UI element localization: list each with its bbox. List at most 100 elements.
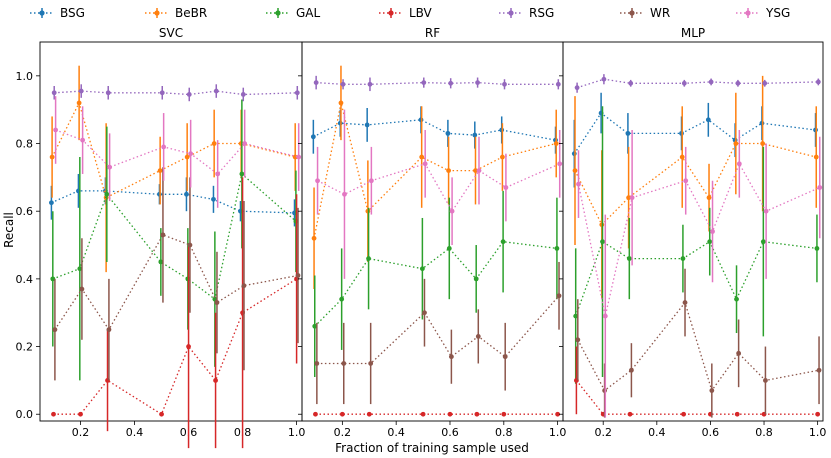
- data-point: [422, 161, 428, 167]
- data-point: [105, 90, 111, 96]
- data-point: [574, 85, 580, 91]
- series-bsg: [49, 173, 297, 227]
- panel-title: SVC: [159, 26, 183, 40]
- data-point: [573, 313, 579, 319]
- data-point: [446, 168, 451, 173]
- legend-marker-ysg: [745, 10, 751, 16]
- data-point: [161, 144, 167, 150]
- data-point: [629, 195, 635, 201]
- data-point: [475, 334, 481, 339]
- data-point: [342, 191, 347, 197]
- data-point: [339, 411, 345, 417]
- data-point: [340, 81, 346, 87]
- data-point: [213, 88, 219, 94]
- x-tick-label: 0.2: [594, 426, 612, 439]
- data-point: [78, 411, 83, 417]
- data-point: [814, 246, 820, 251]
- y-tick-label: 0.8: [16, 138, 34, 151]
- data-point: [422, 310, 427, 316]
- data-point: [186, 344, 191, 349]
- series-line: [52, 172, 297, 301]
- series-lbv: [313, 411, 561, 417]
- data-point: [817, 185, 823, 190]
- series-gal: [50, 99, 299, 381]
- x-tick-label: 0.8: [755, 426, 773, 439]
- data-point: [313, 80, 319, 86]
- data-point: [341, 361, 347, 366]
- data-point: [367, 81, 373, 87]
- data-point: [681, 80, 687, 86]
- data-point: [709, 388, 715, 393]
- data-point: [364, 122, 370, 128]
- data-point: [52, 327, 58, 333]
- series-bebr: [49, 65, 298, 273]
- data-point: [473, 276, 479, 282]
- data-point: [475, 80, 480, 86]
- data-point: [188, 151, 194, 157]
- data-point: [736, 350, 742, 356]
- legend-marker-lbv: [388, 10, 394, 16]
- series-gal: [573, 106, 820, 384]
- x-tick-label: 0.4: [648, 426, 666, 439]
- series-line: [53, 278, 297, 416]
- legend-marker-gal: [275, 10, 281, 16]
- data-point: [296, 154, 302, 160]
- data-point: [419, 266, 425, 272]
- data-point: [53, 127, 59, 133]
- data-point: [421, 80, 427, 86]
- data-point: [557, 161, 563, 167]
- data-point: [763, 208, 769, 214]
- data-point: [80, 137, 86, 143]
- data-point: [49, 154, 55, 160]
- data-point: [311, 235, 317, 241]
- data-point: [51, 411, 56, 417]
- data-point: [366, 256, 371, 261]
- data-point: [760, 141, 766, 146]
- data-point: [368, 361, 374, 366]
- panel-frame: [562, 41, 824, 422]
- data-point: [445, 130, 451, 136]
- data-point: [626, 256, 632, 261]
- data-point: [735, 80, 741, 86]
- series-line: [51, 101, 296, 199]
- panel-title: MLP: [681, 26, 705, 40]
- legend-marker-wr: [629, 10, 635, 16]
- data-point: [211, 196, 216, 202]
- legend-label-rsg: RSG: [529, 6, 554, 20]
- data-point: [736, 161, 742, 167]
- data-point: [338, 100, 344, 106]
- data-point: [186, 92, 192, 97]
- data-point: [446, 246, 452, 251]
- x-tick-label: 0.8: [495, 426, 513, 439]
- data-point: [554, 246, 560, 251]
- series-line: [575, 379, 818, 415]
- data-point: [160, 232, 166, 238]
- data-point: [78, 88, 84, 94]
- data-point: [576, 181, 581, 187]
- x-tick-label: 1.0: [549, 426, 567, 439]
- x-tick-label: 0.2: [334, 426, 352, 439]
- data-point: [679, 154, 685, 160]
- data-point: [294, 90, 300, 96]
- legend-label-ysg: YSG: [765, 6, 790, 20]
- data-point: [575, 337, 581, 343]
- y-tick-label: 1.0: [16, 70, 34, 83]
- data-point: [339, 296, 345, 302]
- data-point: [50, 276, 56, 282]
- data-point: [572, 168, 578, 173]
- series-line: [573, 112, 816, 155]
- data-point: [553, 141, 559, 146]
- series-line: [54, 234, 299, 331]
- legend-label-gal: GAL: [296, 6, 321, 20]
- data-point: [683, 178, 689, 184]
- x-tick-label: 0.4: [387, 426, 405, 439]
- data-point: [241, 283, 247, 289]
- data-point: [472, 132, 478, 138]
- series-rsg: [51, 84, 300, 102]
- y-tick-label: 0.4: [16, 273, 34, 286]
- data-point: [680, 256, 686, 261]
- data-point: [76, 100, 82, 106]
- series-line: [316, 295, 560, 365]
- series-bebr: [572, 75, 819, 300]
